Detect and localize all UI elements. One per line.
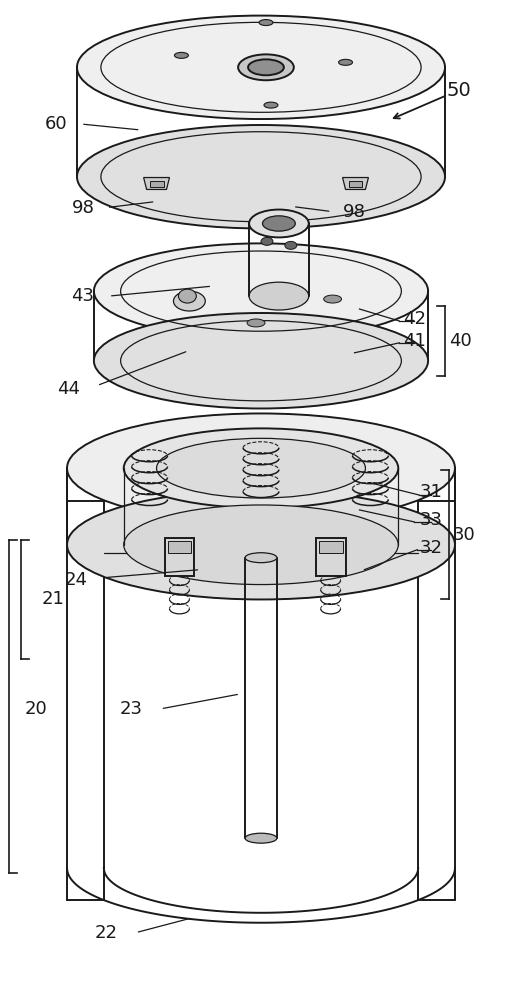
Ellipse shape (157, 438, 365, 498)
Ellipse shape (124, 428, 398, 508)
Text: 22: 22 (94, 924, 117, 942)
Text: 50: 50 (446, 81, 471, 100)
Ellipse shape (245, 553, 277, 563)
Bar (168, 541, 192, 553)
Text: 60: 60 (45, 115, 67, 133)
Text: 30: 30 (453, 526, 476, 544)
Bar (316, 538, 346, 576)
Text: 24: 24 (65, 571, 88, 589)
Text: 41: 41 (403, 332, 425, 350)
Ellipse shape (94, 313, 428, 408)
Ellipse shape (67, 490, 455, 599)
Ellipse shape (179, 289, 196, 303)
Text: 42: 42 (402, 310, 425, 328)
Bar (150, 181, 163, 187)
Ellipse shape (248, 59, 284, 75)
Text: 23: 23 (119, 700, 142, 718)
Bar (319, 541, 342, 553)
Ellipse shape (259, 20, 273, 26)
Ellipse shape (77, 16, 445, 119)
Polygon shape (342, 178, 369, 189)
Ellipse shape (249, 210, 309, 237)
Text: 98: 98 (343, 203, 366, 221)
Ellipse shape (94, 243, 428, 339)
Ellipse shape (339, 59, 352, 65)
Ellipse shape (67, 413, 455, 523)
Text: 43: 43 (72, 287, 94, 305)
Ellipse shape (285, 241, 297, 249)
Ellipse shape (124, 505, 398, 585)
Ellipse shape (324, 295, 341, 303)
Ellipse shape (174, 52, 188, 58)
Text: 98: 98 (72, 199, 94, 217)
Ellipse shape (245, 833, 277, 843)
Text: 33: 33 (420, 511, 443, 529)
Ellipse shape (247, 319, 265, 327)
Bar (349, 181, 362, 187)
Ellipse shape (249, 282, 309, 310)
Text: 31: 31 (420, 483, 443, 501)
Ellipse shape (77, 125, 445, 228)
Ellipse shape (173, 291, 205, 311)
Ellipse shape (263, 216, 295, 231)
Text: 32: 32 (420, 539, 443, 557)
Bar (164, 538, 194, 576)
Text: 44: 44 (57, 380, 80, 398)
Ellipse shape (238, 54, 294, 80)
Text: 21: 21 (42, 590, 65, 608)
Text: 20: 20 (25, 700, 48, 718)
Text: 40: 40 (449, 332, 472, 350)
Ellipse shape (264, 102, 278, 108)
Polygon shape (144, 178, 170, 189)
Ellipse shape (261, 237, 273, 245)
